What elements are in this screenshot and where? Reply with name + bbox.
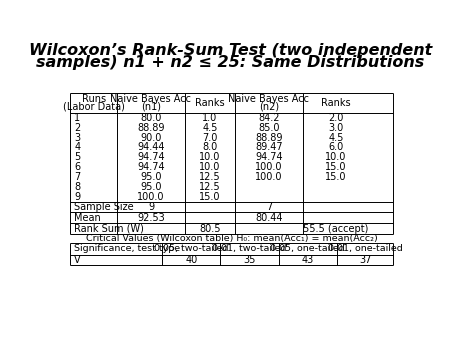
Text: 92.53: 92.53 (137, 213, 165, 223)
Text: 1.0: 1.0 (202, 113, 218, 123)
Text: Sample Size: Sample Size (74, 202, 134, 212)
Text: 0.01, two-tailed: 0.01, two-tailed (212, 244, 287, 254)
Text: 80.5: 80.5 (199, 224, 220, 234)
Text: 4: 4 (74, 142, 80, 152)
Text: 35: 35 (243, 255, 256, 265)
Text: Critical Values (Wilcoxon table) H₀: mean(Acc₁) = mean(Acc₂): Critical Values (Wilcoxon table) H₀: mea… (86, 234, 378, 243)
Text: 2: 2 (74, 123, 81, 133)
Text: Ranks: Ranks (195, 98, 225, 108)
Text: Naive Bayes Acc: Naive Bayes Acc (111, 94, 192, 104)
Text: 15.0: 15.0 (325, 172, 347, 182)
Text: 40: 40 (185, 255, 198, 265)
Text: 85.0: 85.0 (258, 123, 280, 133)
Text: (Labor Data): (Labor Data) (63, 101, 125, 111)
Text: 9: 9 (74, 192, 80, 202)
Text: 10.0: 10.0 (199, 162, 220, 172)
Text: Rank Sum (W): Rank Sum (W) (74, 224, 144, 234)
Text: 3.0: 3.0 (328, 123, 344, 133)
Text: 94.44: 94.44 (137, 142, 165, 152)
Text: 3: 3 (74, 132, 80, 143)
Text: 89.47: 89.47 (255, 142, 283, 152)
Text: 90.0: 90.0 (140, 132, 162, 143)
Text: Ranks: Ranks (321, 98, 351, 108)
Text: 43: 43 (302, 255, 314, 265)
Text: 88.89: 88.89 (137, 123, 165, 133)
Text: 12.5: 12.5 (199, 172, 221, 182)
Text: 1: 1 (74, 113, 80, 123)
Text: 94.74: 94.74 (255, 152, 283, 162)
Text: 12.5: 12.5 (199, 182, 221, 192)
Text: Mean: Mean (74, 213, 101, 223)
Text: 95.0: 95.0 (140, 172, 162, 182)
Text: 7: 7 (266, 202, 272, 212)
Text: V: V (74, 255, 81, 265)
Text: Naive Bayes Acc: Naive Bayes Acc (229, 94, 310, 104)
Text: 100.0: 100.0 (255, 162, 283, 172)
Text: 10.0: 10.0 (325, 152, 346, 162)
Text: 15.0: 15.0 (199, 192, 220, 202)
Text: Runs: Runs (81, 94, 106, 104)
Text: 84.2: 84.2 (258, 113, 280, 123)
Text: 94.74: 94.74 (137, 162, 165, 172)
Text: (n1): (n1) (141, 101, 161, 111)
Text: 4.5: 4.5 (202, 123, 218, 133)
Text: 80.44: 80.44 (255, 213, 283, 223)
Text: 8: 8 (74, 182, 80, 192)
Text: 9: 9 (148, 202, 154, 212)
Text: 100.0: 100.0 (255, 172, 283, 182)
Text: 4.5: 4.5 (328, 132, 344, 143)
Text: Wilcoxon’s Rank-Sum Test (two independent: Wilcoxon’s Rank-Sum Test (two independen… (29, 43, 432, 58)
Text: 0.05, one-tailed: 0.05, one-tailed (270, 244, 345, 254)
Text: 0.05, two-tailed: 0.05, two-tailed (154, 244, 229, 254)
Text: 80.0: 80.0 (140, 113, 162, 123)
Text: Significance, test type: Significance, test type (74, 244, 180, 254)
Text: 94.74: 94.74 (137, 152, 165, 162)
Text: 88.89: 88.89 (255, 132, 283, 143)
Text: 37: 37 (359, 255, 371, 265)
Text: 95.0: 95.0 (140, 182, 162, 192)
Text: 7.0: 7.0 (202, 132, 218, 143)
Text: 5: 5 (74, 152, 81, 162)
Text: 7: 7 (74, 172, 81, 182)
Text: 100.0: 100.0 (137, 192, 165, 202)
Text: samples) n1 + n2 ≤ 25: Same Distributions: samples) n1 + n2 ≤ 25: Same Distribution… (36, 55, 425, 70)
Text: 0.01, one-tailed: 0.01, one-tailed (328, 244, 402, 254)
Text: 15.0: 15.0 (325, 162, 347, 172)
Text: 6: 6 (74, 162, 80, 172)
Text: 6.0: 6.0 (328, 142, 344, 152)
Text: 10.0: 10.0 (199, 152, 220, 162)
Text: 2.0: 2.0 (328, 113, 344, 123)
Text: 55.5 (accept): 55.5 (accept) (303, 224, 369, 234)
Text: 8.0: 8.0 (202, 142, 218, 152)
Text: (n2): (n2) (259, 101, 279, 111)
